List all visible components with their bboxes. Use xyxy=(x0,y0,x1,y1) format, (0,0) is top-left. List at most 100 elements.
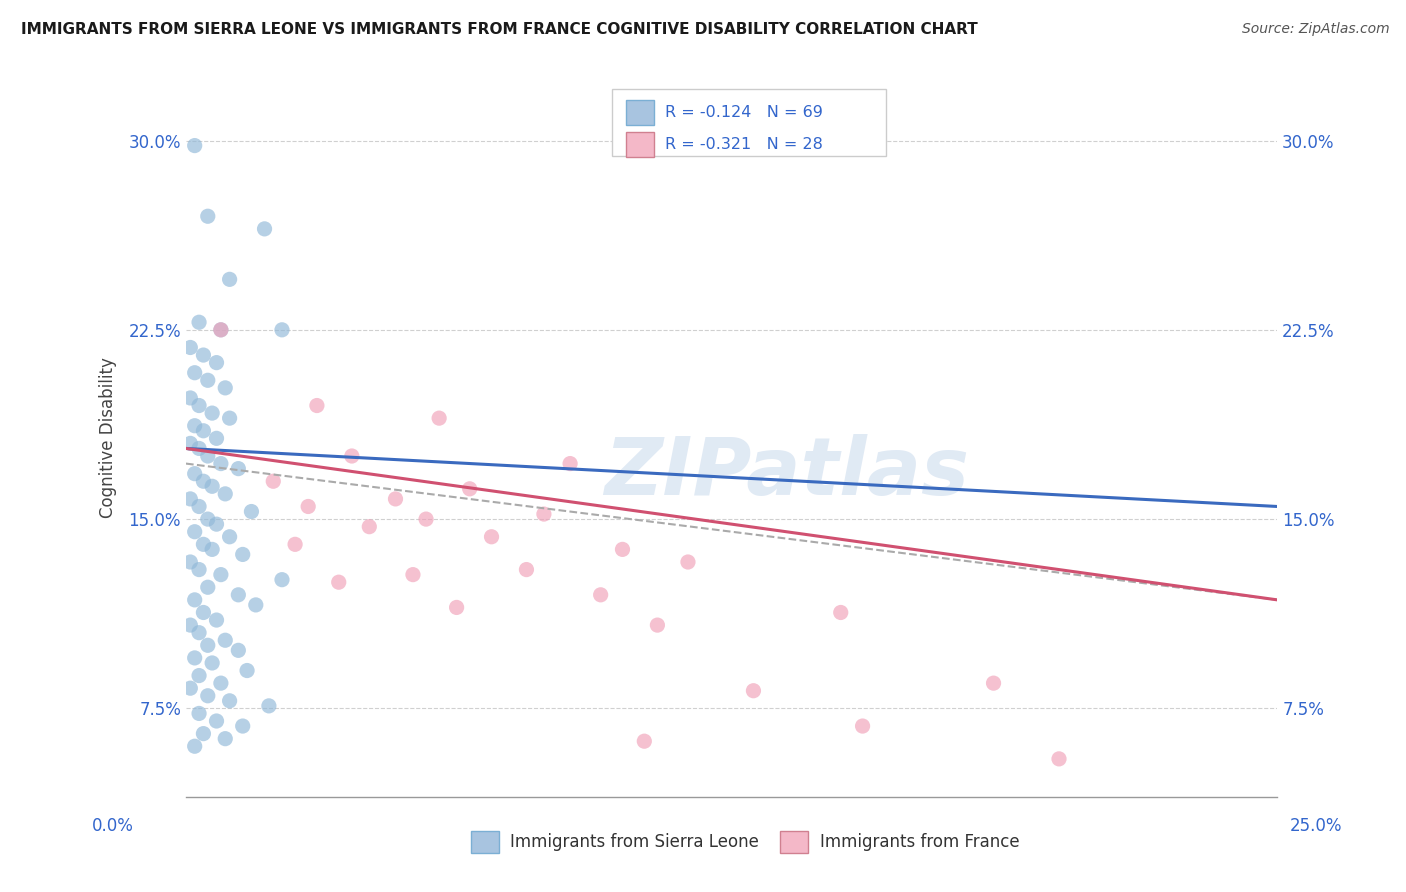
Point xyxy=(193,424,215,438)
Point xyxy=(533,507,555,521)
Point xyxy=(458,482,481,496)
Point xyxy=(228,588,250,602)
Point xyxy=(427,411,450,425)
Point xyxy=(983,676,1005,690)
Point xyxy=(193,606,215,620)
Point xyxy=(218,411,240,425)
Point xyxy=(328,575,350,590)
Point xyxy=(676,555,699,569)
Point xyxy=(205,714,228,728)
Point xyxy=(253,222,276,236)
Point xyxy=(240,504,263,518)
Point xyxy=(209,323,232,337)
Point xyxy=(305,399,328,413)
Point xyxy=(183,138,205,153)
Point xyxy=(188,399,211,413)
Point xyxy=(245,598,267,612)
Point xyxy=(193,726,215,740)
Point xyxy=(179,555,201,569)
Text: Immigrants from France: Immigrants from France xyxy=(820,833,1019,851)
Point xyxy=(1047,752,1070,766)
Text: Immigrants from Sierra Leone: Immigrants from Sierra Leone xyxy=(510,833,759,851)
Point xyxy=(188,500,211,514)
Point xyxy=(218,694,240,708)
Point xyxy=(197,638,219,652)
Point xyxy=(830,606,852,620)
Point xyxy=(197,373,219,387)
Point xyxy=(742,683,765,698)
Point xyxy=(446,600,468,615)
Point xyxy=(197,512,219,526)
Text: ZIPatlas: ZIPatlas xyxy=(603,434,969,512)
Point xyxy=(228,461,250,475)
Point xyxy=(415,512,437,526)
Point xyxy=(183,467,205,481)
Point xyxy=(188,625,211,640)
Point xyxy=(183,739,205,754)
Point xyxy=(209,567,232,582)
Point xyxy=(558,457,581,471)
Y-axis label: Cognitive Disability: Cognitive Disability xyxy=(100,357,117,517)
Point xyxy=(193,537,215,551)
Point xyxy=(214,633,236,648)
Point xyxy=(183,592,205,607)
Point xyxy=(183,651,205,665)
Point xyxy=(205,517,228,532)
Point xyxy=(201,479,224,493)
Point xyxy=(271,323,294,337)
Point xyxy=(179,681,201,696)
Point xyxy=(851,719,873,733)
Point xyxy=(384,491,406,506)
Point xyxy=(633,734,655,748)
Text: IMMIGRANTS FROM SIERRA LEONE VS IMMIGRANTS FROM FRANCE COGNITIVE DISABILITY CORR: IMMIGRANTS FROM SIERRA LEONE VS IMMIGRAN… xyxy=(21,22,977,37)
Point xyxy=(197,580,219,594)
Point xyxy=(214,731,236,746)
Point xyxy=(612,542,634,557)
Point xyxy=(402,567,425,582)
Point xyxy=(271,573,294,587)
Point xyxy=(262,475,284,489)
Point xyxy=(183,524,205,539)
Point xyxy=(197,209,219,223)
Point xyxy=(193,348,215,362)
Point xyxy=(340,449,363,463)
Point xyxy=(214,381,236,395)
Point xyxy=(193,475,215,489)
Point xyxy=(257,698,280,713)
Point xyxy=(236,664,259,678)
Point xyxy=(179,436,201,450)
Point xyxy=(232,548,254,562)
Point xyxy=(188,315,211,329)
Text: 25.0%: 25.0% xyxy=(1291,817,1343,835)
Point xyxy=(589,588,612,602)
Point xyxy=(179,341,201,355)
Point xyxy=(201,542,224,557)
Point xyxy=(214,487,236,501)
Point xyxy=(209,676,232,690)
Point xyxy=(188,668,211,682)
Point xyxy=(197,689,219,703)
Point xyxy=(183,418,205,433)
Text: Source: ZipAtlas.com: Source: ZipAtlas.com xyxy=(1241,22,1389,37)
Point xyxy=(188,563,211,577)
Point xyxy=(228,643,250,657)
Point xyxy=(201,406,224,420)
Point xyxy=(209,457,232,471)
Point xyxy=(481,530,503,544)
Point xyxy=(179,618,201,632)
Point xyxy=(209,323,232,337)
Point xyxy=(359,519,381,533)
Point xyxy=(218,272,240,286)
Point xyxy=(188,706,211,721)
Point xyxy=(179,491,201,506)
Point xyxy=(188,442,211,456)
Point xyxy=(515,563,537,577)
Point xyxy=(647,618,669,632)
Point xyxy=(232,719,254,733)
Point xyxy=(297,500,319,514)
Point xyxy=(218,530,240,544)
Text: R = -0.321   N = 28: R = -0.321 N = 28 xyxy=(665,137,823,152)
Point xyxy=(205,613,228,627)
Point xyxy=(179,391,201,405)
Point xyxy=(205,431,228,445)
